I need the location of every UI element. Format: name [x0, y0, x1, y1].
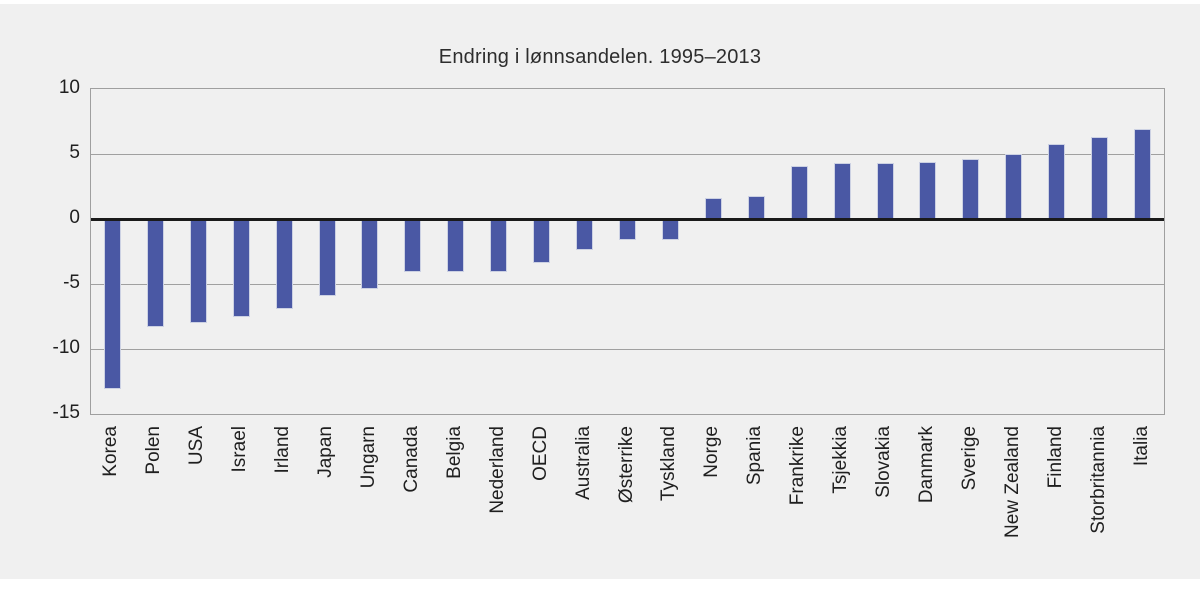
bar-nederland	[490, 219, 508, 273]
x-tick-label--sterrike: Østerrike	[615, 426, 637, 504]
bar-irland	[275, 219, 293, 309]
gridline--5	[91, 283, 1164, 285]
plot-area	[90, 88, 1165, 415]
gridline--10	[91, 348, 1164, 350]
x-tick-label-slovakia: Slovakia	[873, 426, 895, 498]
y-tick-label--5: -5	[63, 272, 80, 293]
x-tick-label-sverige: Sverige	[958, 426, 980, 491]
bar-oecd	[533, 219, 551, 264]
bar-korea	[103, 219, 121, 390]
y-tick-label-10: 10	[58, 77, 80, 98]
y-tick-label-5: 5	[69, 142, 80, 163]
x-tick-label-canada: Canada	[400, 426, 422, 493]
x-tick-label-japan: Japan	[315, 426, 337, 478]
x-tick-label-oecd: OECD	[529, 426, 551, 481]
bar-finland	[1048, 143, 1066, 219]
x-tick-label-korea: Korea	[100, 426, 122, 477]
x-tick-label-frankrike: Frankrike	[787, 426, 809, 506]
y-tick-label--15: -15	[52, 402, 80, 423]
bar-spania	[747, 195, 765, 219]
x-tick-label-finland: Finland	[1044, 426, 1066, 489]
x-tick-label-storbritannia: Storbritannia	[1087, 426, 1109, 534]
x-tick-label-irland: Irland	[272, 426, 294, 474]
y-tick-label-0: 0	[69, 207, 80, 228]
x-tick-label-australia: Australia	[572, 426, 594, 500]
bar-canada	[404, 219, 422, 273]
chart-title: Endring i lønnsandelen. 1995–2013	[438, 46, 762, 68]
bar-australia	[576, 219, 594, 251]
bar-storbritannia	[1091, 137, 1109, 219]
x-tick-label-ungarn: Ungarn	[357, 426, 379, 489]
x-tick-label-spania: Spania	[744, 426, 766, 486]
y-tick-label--10: -10	[52, 337, 80, 358]
bar-slovakia	[876, 163, 894, 219]
bar-new-zealand	[1005, 154, 1023, 219]
bar-italia	[1134, 129, 1152, 219]
bar--sterrike	[619, 219, 636, 240]
zero-axis-line	[91, 217, 1164, 221]
bar-danmark	[919, 161, 937, 219]
x-tick-label-nederland: Nederland	[486, 426, 508, 514]
x-tick-label-tsjekkia: Tsjekkia	[830, 426, 852, 494]
bar-ungarn	[361, 219, 379, 290]
bar-belgia	[447, 219, 465, 273]
x-tick-label-tyskland: Tyskland	[658, 426, 680, 501]
x-tick-label-polen: Polen	[143, 426, 165, 475]
x-tick-label-new-zealand: New Zealand	[1001, 426, 1023, 538]
bar-japan	[318, 219, 336, 296]
gridline-5	[91, 153, 1164, 155]
x-tick-label-israel: Israel	[229, 426, 251, 473]
x-tick-label-usa: USA	[186, 426, 208, 466]
x-tick-label-danmark: Danmark	[915, 426, 937, 504]
bar-sverige	[962, 159, 980, 219]
bar-usa	[189, 219, 207, 323]
figure-background: Endring i lønnsandelen. 1995–2013 10 5 0 -5…	[0, 4, 1200, 579]
bar-israel	[232, 219, 250, 317]
x-tick-label-italia: Italia	[1130, 426, 1152, 467]
bar-tsjekkia	[833, 163, 851, 219]
x-tick-label-norge: Norge	[701, 426, 723, 478]
bar-tyskland	[661, 219, 679, 240]
bar-polen	[146, 219, 164, 327]
bar-norge	[704, 198, 722, 219]
bar-frankrike	[790, 165, 808, 219]
x-tick-label-belgia: Belgia	[443, 426, 465, 479]
